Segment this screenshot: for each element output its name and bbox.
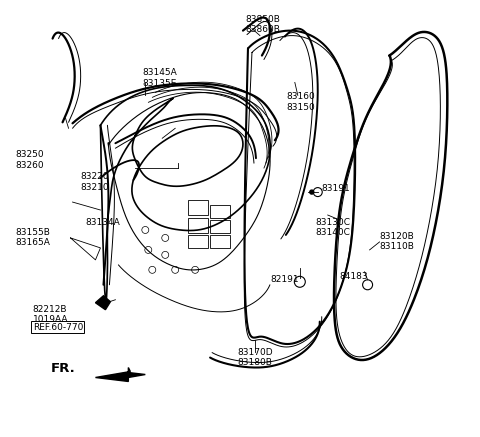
Text: 83120B
83110B: 83120B 83110B [380,232,414,251]
Text: 83220
83210: 83220 83210 [81,172,109,191]
Text: 83160
83150: 83160 83150 [287,92,316,112]
Text: 83191: 83191 [322,184,350,193]
Text: 83130C
83140C: 83130C 83140C [316,218,351,237]
Text: 83850B
83860B: 83850B 83860B [245,15,280,34]
Text: 84183: 84183 [340,272,368,281]
Text: FR.: FR. [50,361,75,375]
Circle shape [310,190,314,194]
Text: 83170D
83180B: 83170D 83180B [237,347,273,367]
Text: 83145A
83135E: 83145A 83135E [142,69,177,88]
Text: REF.60-770: REF.60-770 [33,323,83,332]
Polygon shape [96,368,145,382]
Text: 83155B
83165A: 83155B 83165A [16,228,50,247]
Text: 83134A: 83134A [85,218,120,227]
Text: 83250
83260: 83250 83260 [16,150,44,170]
Text: 82191: 82191 [270,275,299,284]
Polygon shape [96,296,110,310]
Text: 82212B
1019AA: 82212B 1019AA [33,305,68,324]
